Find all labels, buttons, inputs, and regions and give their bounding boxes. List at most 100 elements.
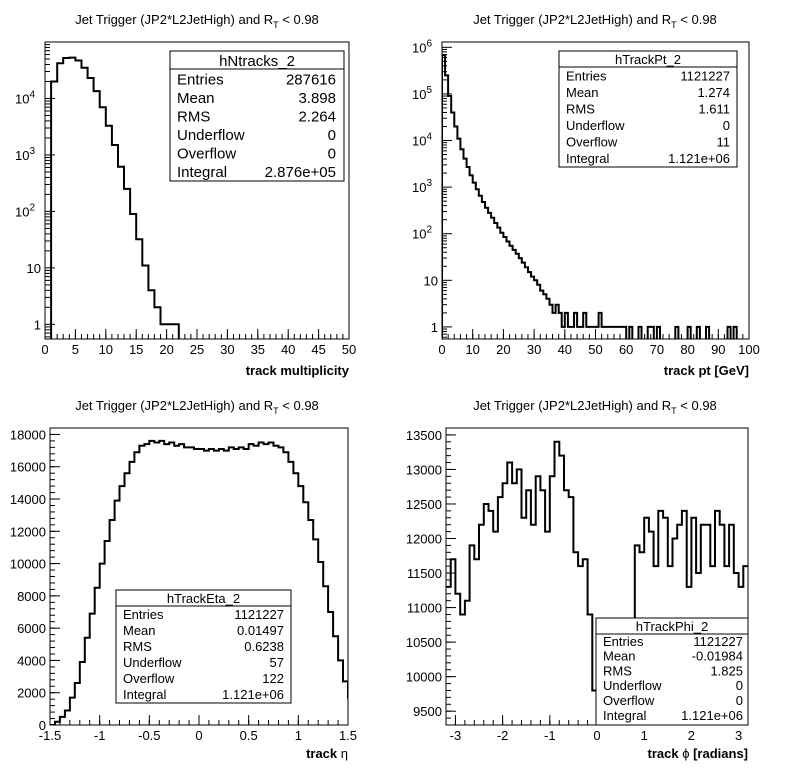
x-tick-label: 100 — [738, 342, 760, 357]
stats-box-frame — [115, 589, 292, 704]
stats-row-value: 0 — [736, 678, 743, 693]
y-tick-base: 10 — [27, 261, 41, 276]
x-tick-label: 20 — [159, 342, 173, 357]
y-tick-label: 14000 — [10, 492, 46, 507]
y-tick-base: 10 — [15, 204, 29, 219]
x-tick-label: 2 — [688, 728, 695, 743]
y-tick-base: 1 — [431, 320, 438, 335]
y-tick-base: 10 — [412, 180, 426, 195]
chart-title-suffix: < 0.98 — [279, 12, 319, 27]
chart-title-suffix: < 0.98 — [677, 398, 717, 413]
stats-row-value: 122 — [262, 671, 284, 686]
x-tick-label: 1.5 — [339, 728, 357, 743]
y-tick-base: 12500 — [406, 497, 442, 512]
stats-box: hTrackPt_2 Entries 1121227 Mean 1.274 RMS 1.61… — [558, 50, 738, 168]
x-tick-label: 40 — [558, 342, 572, 357]
chart-title-subscript: T — [671, 20, 677, 30]
x-tick-label: 1 — [295, 728, 302, 743]
y-tick-base: 12000 — [10, 524, 46, 539]
histogram-line — [50, 439, 348, 725]
x-tick-label: 10 — [465, 342, 479, 357]
x-tick-label: -1 — [544, 728, 556, 743]
y-tick-base: 10500 — [406, 635, 442, 650]
x-tick-label: 15 — [129, 342, 143, 357]
x-tick-label: -3 — [450, 728, 462, 743]
chart-title: Jet Trigger (JP2*L2JetHigh) and RT < 0.9… — [473, 398, 717, 416]
stats-row-label: RMS — [566, 102, 595, 117]
stats-row-label: Integral — [566, 151, 609, 166]
y-tick-label: 103 — [412, 178, 432, 195]
stats-row-value: 1121227 — [680, 69, 730, 84]
stats-row-label: Integral — [123, 687, 166, 702]
y-tick-label: 103 — [15, 146, 35, 163]
stats-row-value: 0 — [723, 118, 730, 133]
histogram-bins — [442, 54, 738, 339]
stats-box: hNtracks_2 Entries 287616 Mean 3.898 RMS 2.264… — [169, 50, 345, 182]
stats-row-label: Mean — [603, 649, 636, 664]
y-tick-base: 10000 — [10, 557, 46, 572]
y-tick-label: 13000 — [406, 462, 442, 477]
y-tick-exponent: 3 — [426, 178, 432, 189]
stats-row-value: 3.898 — [298, 90, 336, 107]
x-axis-label-symbol: η — [341, 746, 348, 761]
x-tick-label: 25 — [190, 342, 204, 357]
stats-row-label: Integral — [603, 708, 646, 723]
chart-title-suffix: < 0.98 — [279, 398, 319, 413]
y-tick-exponent: 4 — [29, 89, 35, 100]
y-tick-label: 6000 — [17, 621, 46, 636]
y-tick-label: 1 — [34, 317, 41, 332]
y-tick-label: 105 — [412, 85, 432, 102]
histogram-panel-hTrackPhi_2: Jet Trigger (JP2*L2JetHigh) and RT < 0.9… — [406, 398, 749, 761]
y-tick-base: 4000 — [17, 653, 46, 668]
y-tick-label: 104 — [412, 132, 432, 149]
y-tick-label: 102 — [15, 202, 35, 219]
x-tick-label: 70 — [650, 342, 664, 357]
stats-row-value: 1121227 — [693, 634, 743, 649]
x-tick-label: 35 — [251, 342, 265, 357]
x-axis-label: track multiplicity — [246, 363, 350, 378]
stats-row-label: Integral — [177, 164, 227, 181]
stats-row-value: 1.825 — [710, 663, 743, 678]
y-tick-base: 10000 — [406, 670, 442, 685]
stats-row-label: Overflow — [566, 135, 618, 150]
y-tick-base: 9500 — [413, 704, 442, 719]
x-tick-label: 90 — [711, 342, 725, 357]
x-axis-label-text: track — [648, 746, 683, 761]
y-tick-label: 10500 — [406, 635, 442, 650]
chart-title-subscript: T — [273, 20, 279, 30]
chart-title: Jet Trigger (JP2*L2JetHigh) and RT < 0.9… — [473, 12, 717, 30]
x-tick-label: 50 — [588, 342, 602, 357]
y-tick-base: 10 — [15, 91, 29, 106]
y-tick-base: 12000 — [406, 532, 442, 547]
x-tick-label: 30 — [220, 342, 234, 357]
y-tick-base: 13500 — [406, 428, 442, 443]
y-tick-base: 10 — [412, 40, 426, 55]
stats-row-label: Underflow — [177, 127, 245, 144]
y-tick-label: 16000 — [10, 460, 46, 475]
stats-row-label: Overflow — [123, 671, 175, 686]
y-tick-exponent: 5 — [426, 85, 432, 96]
y-tick-base: 2000 — [17, 686, 46, 701]
y-tick-base: 8000 — [17, 589, 46, 604]
stats-row-value: 1.121e+06 — [668, 151, 730, 166]
stats-row-label: Entries — [566, 69, 607, 84]
y-tick-label: 12000 — [10, 524, 46, 539]
x-tick-label: 5 — [72, 342, 79, 357]
stats-row-label: RMS — [603, 663, 632, 678]
stats-row-label: Mean — [177, 90, 215, 107]
y-tick-label: 2000 — [17, 686, 46, 701]
y-tick-base: 14000 — [10, 492, 46, 507]
chart-title-main: Jet Trigger (JP2*L2JetHigh) and R — [75, 398, 273, 413]
y-tick-base: 10 — [15, 148, 29, 163]
y-tick-label: 18000 — [10, 427, 46, 442]
y-tick-label: 10 — [27, 261, 41, 276]
x-tick-label: 40 — [281, 342, 295, 357]
x-tick-label: 1 — [641, 728, 648, 743]
stats-box-name: hTrackPt_2 — [615, 52, 681, 67]
histogram-panel-hNtracks_2: Jet Trigger (JP2*L2JetHigh) and RT < 0.9… — [15, 12, 356, 378]
stats-row-value: 1.611 — [698, 102, 730, 117]
x-axis-label: track η — [306, 746, 348, 761]
chart-title-main: Jet Trigger (JP2*L2JetHigh) and R — [473, 12, 671, 27]
